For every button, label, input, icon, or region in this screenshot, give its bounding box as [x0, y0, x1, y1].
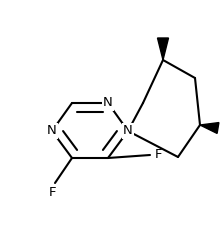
Text: N: N — [123, 125, 133, 137]
Text: F: F — [48, 186, 56, 199]
Text: F: F — [155, 149, 163, 161]
Polygon shape — [158, 38, 169, 60]
Text: N: N — [103, 97, 113, 109]
Text: N: N — [47, 125, 57, 137]
Polygon shape — [200, 123, 219, 134]
